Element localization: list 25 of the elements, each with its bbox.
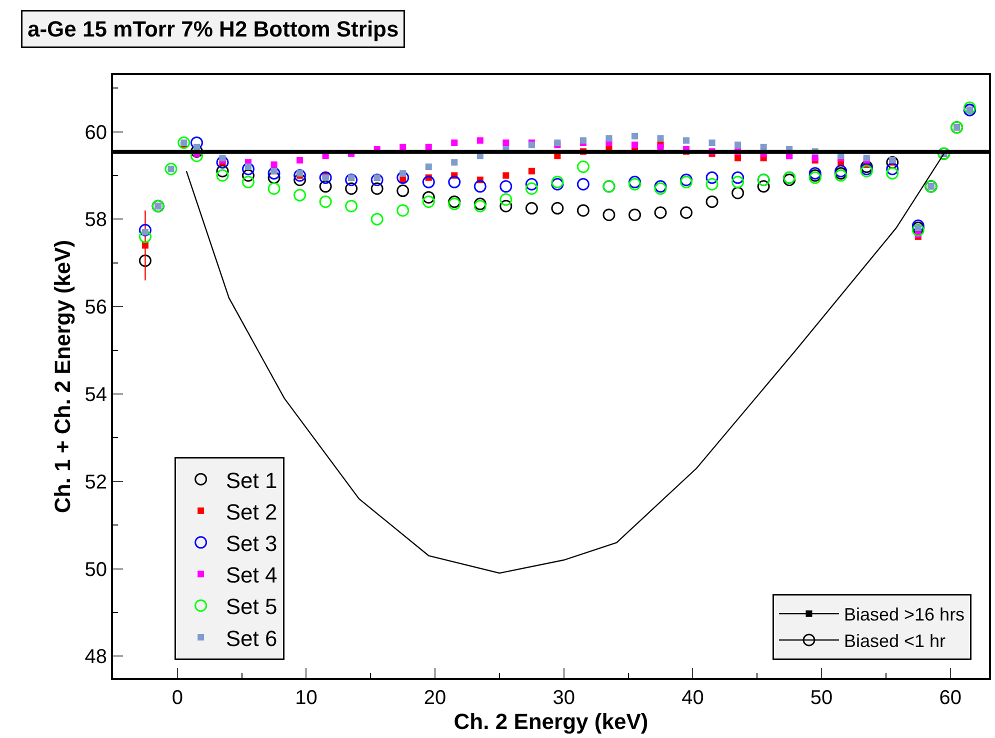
chart-title: a-Ge 15 mTorr 7% H2 Bottom Strips <box>28 16 399 42</box>
legend-label: Set 3 <box>226 530 278 556</box>
y-tick-label: 60 <box>84 122 107 144</box>
legend-label: Biased >16 hrs <box>844 604 965 625</box>
x-tick-label: 10 <box>295 687 318 709</box>
y-tick-label: 56 <box>84 296 107 319</box>
legend-label: Set 2 <box>226 499 278 524</box>
legend-label: Set 1 <box>226 468 278 493</box>
y-tick-label: 58 <box>84 209 107 232</box>
x-tick-label: 30 <box>552 687 576 709</box>
x-tick-label: 60 <box>939 687 962 709</box>
y-axis-title: Ch. 1 + Ch. 2 Energy (keV) <box>50 240 76 514</box>
y-tick-label: 48 <box>84 646 107 668</box>
legend-label: Biased <1 hr <box>844 631 946 652</box>
x-axis-title: Ch. 2 Energy (keV) <box>454 709 648 734</box>
y-tick-label: 54 <box>84 384 107 406</box>
x-tick-label: 0 <box>172 687 183 709</box>
legend-label: Set 6 <box>226 626 278 651</box>
legend-label: Set 5 <box>226 594 278 620</box>
legend-label: Set 4 <box>226 562 278 588</box>
y-tick-label: 52 <box>84 471 107 494</box>
x-tick-label: 40 <box>682 687 704 709</box>
x-tick-label: 20 <box>424 687 446 709</box>
y-tick-label: 50 <box>84 558 107 581</box>
x-tick-label: 50 <box>810 687 833 709</box>
